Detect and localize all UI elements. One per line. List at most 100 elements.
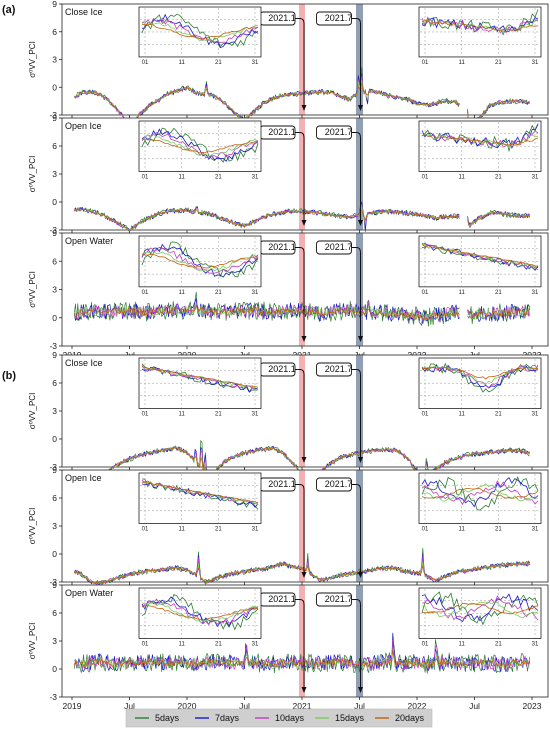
y-tick-label: 3 — [52, 285, 57, 295]
callout-arrowhead — [358, 336, 363, 342]
inset-tick-label: 11 — [179, 526, 186, 532]
inset-series-10days — [141, 247, 259, 274]
callout-label: 2021.7 — [325, 594, 353, 604]
inset-tick-label: 11 — [459, 641, 466, 647]
inset-tick-label: 01 — [422, 290, 429, 296]
panel-1: -3 0 3 6 9 σ⁰VV_PCI Open Ice 2021.1 2021.7 01 11 21… — [28, 113, 549, 235]
x-tick-label: 2020 — [178, 701, 197, 711]
inset-series-20days — [421, 244, 539, 267]
callout-arrow — [351, 247, 361, 336]
y-tick-label: -3 — [49, 225, 57, 235]
inset-series-7days — [141, 596, 259, 628]
inset-series-7days — [141, 128, 259, 162]
inset-series-20days — [421, 602, 539, 615]
callout-label: 2021.7 — [325, 127, 353, 137]
callout-arrow — [351, 18, 361, 105]
inset-series-20days — [141, 605, 259, 621]
series-7days — [73, 632, 531, 672]
legend-box — [125, 708, 433, 728]
inset-tick-label: 31 — [252, 411, 259, 417]
callout-arrowhead — [358, 457, 363, 463]
series-5days — [73, 639, 531, 674]
inset-series-20days — [141, 253, 259, 269]
inset-tick-label: 31 — [252, 526, 259, 532]
callout-arrow — [351, 599, 361, 687]
y-tick-label: -3 — [49, 341, 57, 351]
legend-label: 7days — [215, 713, 240, 723]
series-20days — [74, 208, 530, 231]
panels: -3 0 3 6 9 σ⁰VV_PCI Close Ice 2021.1 2021.7 01 11 2… — [28, 0, 549, 711]
highlight-band-jan — [299, 470, 305, 582]
callout-arrow — [351, 484, 361, 572]
panel-title: Open Ice — [65, 121, 102, 131]
highlight-band-jul — [356, 4, 363, 115]
callout-label: 2021.1 — [268, 594, 296, 604]
inset-series-7days — [141, 243, 259, 278]
callout-label: 2021.1 — [268, 13, 296, 23]
inset-tick-label: 21 — [215, 641, 222, 647]
y-axis-label: σ⁰VV_PCI — [28, 156, 37, 193]
inset-tick-label: 01 — [142, 60, 149, 66]
series-20days — [73, 304, 531, 321]
highlight-band-jan — [299, 355, 305, 467]
y-tick-label: 0 — [52, 434, 57, 444]
callout-arrow — [295, 132, 305, 220]
callout-arrowhead — [301, 336, 307, 342]
inset-tick-label: 31 — [252, 290, 259, 296]
inset-tick-label: 21 — [215, 290, 222, 296]
inset-tick-label: 31 — [532, 641, 539, 647]
series-20days — [73, 650, 531, 668]
inset-tick-label: 11 — [179, 641, 186, 647]
inset-series-20days — [141, 481, 259, 504]
inset-tick-label: 21 — [495, 60, 502, 66]
callout-arrow — [295, 599, 305, 687]
panel-title: Close Ice — [65, 7, 103, 17]
panel-title: Open Ice — [65, 473, 102, 483]
inset-series-20days — [421, 19, 539, 32]
inset-tick-label: 21 — [495, 411, 502, 417]
y-tick-label: 6 — [52, 141, 57, 151]
y-tick-label: 0 — [52, 197, 57, 207]
panel-4: -3 0 3 6 9 σ⁰VV_PCI Open Ice 2021.1 2021.7 01 11 21… — [28, 465, 549, 587]
inset-tick-label: 21 — [495, 174, 502, 180]
inset-series-15days — [421, 483, 539, 502]
inset-tick-label: 21 — [495, 641, 502, 647]
y-tick-label: 9 — [52, 228, 57, 238]
inset-tick-label: 21 — [215, 174, 222, 180]
inset-tick-label: 21 — [215, 411, 222, 417]
inset-series-10days — [141, 17, 259, 44]
inset-tick-label: 11 — [459, 290, 466, 296]
panel-3: -3 0 3 6 9 σ⁰VV_PCI Close Ice 2021.1 2021.7 01 11 2… — [28, 350, 549, 485]
inset-tick-label: 11 — [459, 60, 466, 66]
highlight-band-jul — [356, 233, 363, 346]
y-tick-label: 0 — [52, 313, 57, 323]
figure-label-a: (a) — [2, 4, 16, 16]
inset-series-7days — [421, 593, 539, 622]
figure-label-b: (b) — [2, 370, 16, 382]
legend-label: 15days — [335, 713, 365, 723]
inset-tick-label: 01 — [422, 174, 429, 180]
inset-tick-label: 21 — [215, 60, 222, 66]
highlight-band-jan — [299, 233, 305, 346]
highlight-band-jul — [356, 585, 363, 697]
callout-label: 2021.1 — [268, 127, 296, 137]
callout-arrow — [295, 247, 305, 336]
x-tick-label: Jul — [124, 701, 135, 711]
inset-tick-label: 01 — [422, 411, 429, 417]
highlight-band-jan — [299, 118, 305, 230]
callout-arrowhead — [301, 457, 307, 463]
highlight-band-jul — [356, 355, 363, 467]
y-tick-label: 9 — [52, 113, 57, 123]
y-axis-label: σ⁰VV_PCI — [28, 41, 37, 78]
callout-label: 2021.1 — [268, 242, 296, 252]
inset-tick-label: 01 — [142, 174, 149, 180]
y-axis-label: σ⁰VV_PCI — [28, 393, 37, 430]
y-tick-label: 0 — [52, 549, 57, 559]
callout-arrowhead — [358, 687, 363, 693]
inset-tick-label: 01 — [142, 526, 149, 532]
y-tick-label: 6 — [52, 256, 57, 266]
y-tick-label: 0 — [52, 664, 57, 674]
inset-tick-label: 21 — [215, 526, 222, 532]
inset-tick-label: 21 — [495, 526, 502, 532]
